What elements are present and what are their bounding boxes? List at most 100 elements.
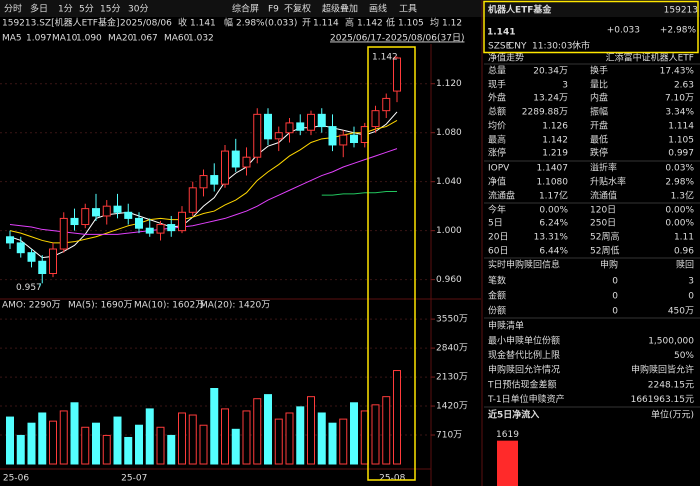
volume-legend: AMO: 2290万 [2, 301, 61, 311]
row-value: 3 [562, 81, 568, 91]
candle-body [102, 205, 111, 217]
row-value: 13.31% [534, 233, 569, 243]
volume-bar [307, 396, 315, 465]
row-value: 0.997 [668, 149, 694, 159]
ma-legend-name: MA20 [108, 34, 134, 44]
candle-body [210, 175, 219, 185]
column-header: 申购 [600, 259, 618, 271]
volume-bar [145, 408, 154, 465]
volume-bar [113, 416, 122, 465]
candle-body [124, 211, 133, 219]
row-label: 现手 [488, 79, 506, 91]
toolbar-tab[interactable]: 超级叠加 [322, 3, 358, 15]
section-title: 实时申购赎回信息 [488, 259, 560, 271]
toolbar-tab[interactable]: F9 [268, 5, 279, 15]
row-value: 2.63 [674, 81, 694, 91]
row-label: 流通盘 [488, 190, 515, 202]
row-value: 0.96 [674, 247, 694, 257]
row-label: 流通值 [590, 190, 617, 202]
row-value: 2.98% [665, 178, 694, 188]
volume-legend: MA(20): 1420万 [200, 301, 270, 311]
min-annotation: 0.957 [16, 283, 42, 293]
row-value: 450万 [668, 307, 694, 317]
toolbar-tab[interactable]: 30分 [128, 4, 148, 15]
y-tick-label: 1.080 [436, 128, 462, 138]
y-tick-label: 1.120 [436, 79, 462, 89]
candle-body [393, 57, 401, 92]
toolbar-tab[interactable]: 画线 [369, 3, 387, 15]
candle-body [296, 122, 305, 131]
volume-bar [124, 436, 133, 465]
unit-label: 单位(万元) [651, 409, 694, 421]
toolbar-tab[interactable]: 5分 [79, 4, 94, 15]
quote-change-label: 幅 [224, 17, 233, 29]
row-label: 内盘 [590, 92, 608, 104]
x-tick-label: 25-06 [3, 474, 29, 484]
row-label: 52周高 [590, 231, 619, 243]
row-value: 1.126 [542, 122, 568, 132]
volume-bar [81, 426, 90, 465]
candle-body [360, 126, 369, 144]
volume-bar [135, 424, 143, 465]
x-tick-label: 25-07 [121, 474, 147, 484]
toolbar-tab[interactable]: 1分 [58, 4, 73, 15]
range-label[interactable]: 2025/06/17-2025/08/06(37日) [330, 33, 464, 44]
quote-avg: 1.12 [442, 19, 462, 29]
toolbar-tab[interactable]: 15分 [100, 4, 120, 15]
row-value: 6.44% [539, 247, 568, 257]
volume-bar [221, 408, 229, 465]
row-value: 1.11 [674, 233, 694, 243]
ma-line [321, 190, 397, 196]
candle-body [285, 122, 294, 134]
row-value: 0 [688, 292, 694, 302]
inflow-bar [497, 440, 518, 486]
quote-close: 1.141 [190, 19, 216, 29]
volume-bar [350, 402, 358, 465]
row-label: 份额 [488, 305, 506, 317]
y-tick-label: 2840万 [436, 344, 468, 354]
volume-bar [167, 434, 176, 465]
candle-body [307, 113, 315, 131]
row-value: 申购赎回皆允许 [631, 364, 694, 376]
row-label: 量比 [590, 79, 608, 91]
toolbar-tab[interactable]: 工具 [399, 4, 417, 15]
toolbar-tab[interactable]: 综合屏 [232, 3, 259, 15]
row-label: 最高 [488, 134, 506, 146]
toolbar-tab[interactable]: 分时 [4, 3, 22, 15]
row-label: 净值 [488, 176, 506, 188]
candle-body [49, 248, 57, 275]
quote-close-label: 收 [178, 17, 187, 29]
candle-body [253, 113, 262, 158]
row-value: 0.03% [665, 164, 694, 174]
candle-body [113, 205, 122, 213]
y-tick-label: 0.960 [436, 275, 462, 285]
candle-body [145, 227, 154, 234]
candle-body [59, 217, 68, 250]
row-label: 申购赎回允许情况 [488, 364, 560, 376]
quote-code: 159213.SZ[机器人ETF基金] [2, 17, 119, 29]
quote-avg-label: 均 [430, 17, 439, 29]
row-label: 开盘 [590, 120, 608, 132]
ma-legend-value: 1.032 [188, 34, 214, 44]
row-label: 涨停 [488, 147, 506, 159]
row-label: 52周低 [590, 245, 619, 257]
highlight-box [483, 0, 699, 54]
volume-bar [317, 412, 326, 465]
candle-body [81, 208, 90, 226]
ma-legend-name: MA60 [164, 34, 190, 44]
row-label: 60日 [488, 246, 508, 257]
quote-high-label: 高 [345, 17, 354, 29]
volume-bar [38, 412, 47, 465]
toolbar-tab[interactable]: 多日 [30, 3, 48, 15]
price: 1.141 [487, 28, 515, 38]
toolbar-tab[interactable]: 不复权 [284, 3, 311, 15]
row-label: T-1日单位申赎资产 [487, 393, 565, 405]
y-tick-label: 1.040 [436, 177, 462, 187]
row-value: 2248.15元 [648, 380, 694, 390]
row-label: 最低 [590, 134, 608, 146]
volume-bar [16, 434, 25, 465]
quote-exchange: SZSE [488, 42, 512, 52]
candle-body [70, 217, 79, 226]
row-label: 5日 [488, 218, 503, 229]
volume-bar [360, 410, 369, 465]
